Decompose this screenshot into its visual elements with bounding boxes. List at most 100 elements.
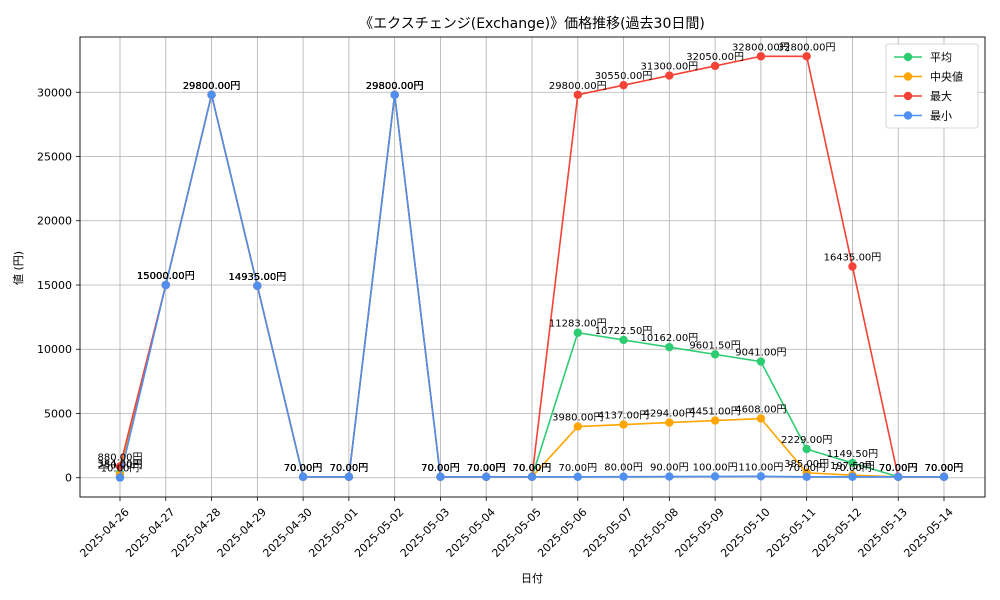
y-tick-label: 0 bbox=[65, 472, 72, 485]
y-tick-label: 15000 bbox=[37, 279, 72, 292]
data-point bbox=[619, 472, 628, 481]
data-label: 14935.00円 bbox=[228, 272, 286, 283]
data-point bbox=[802, 472, 811, 482]
data-label: 70.00円 bbox=[330, 463, 369, 474]
data-label: 384.00円 bbox=[98, 459, 143, 470]
data-label: 15000.00円 bbox=[137, 271, 195, 282]
data-label: 31300.00円 bbox=[640, 62, 698, 73]
data-label: 70.00円 bbox=[421, 463, 460, 474]
data-label: 15000.00円 bbox=[137, 271, 195, 282]
data-point bbox=[665, 71, 674, 80]
data-label: 110.00円 bbox=[738, 462, 783, 473]
data-label: 11283.00円 bbox=[549, 319, 607, 330]
data-point bbox=[573, 328, 582, 337]
data-point bbox=[756, 472, 766, 481]
data-point bbox=[298, 472, 308, 482]
legend-box bbox=[885, 43, 979, 129]
data-point bbox=[665, 472, 674, 481]
data-point bbox=[482, 472, 491, 482]
data-label: 32800.00円 bbox=[732, 42, 790, 53]
y-axis-label: 値 (円) bbox=[12, 251, 25, 285]
axes: 2025-04-262025-04-272025-04-282025-04-29… bbox=[37, 36, 986, 560]
data-label: 4608.00円 bbox=[735, 405, 786, 416]
data-label: 9041.00円 bbox=[735, 348, 786, 359]
data-point bbox=[573, 422, 582, 431]
data-label: 70.00円 bbox=[330, 463, 369, 474]
data-label: 80.00円 bbox=[604, 463, 643, 474]
data-point bbox=[848, 262, 857, 271]
data-label: 100.00円 bbox=[693, 462, 738, 473]
data-label: 70.00円 bbox=[467, 463, 506, 474]
y-tick-label: 20000 bbox=[37, 215, 72, 228]
x-axis-label: 日付 bbox=[521, 572, 543, 585]
data-label: 29800.00円 bbox=[549, 81, 607, 92]
y-tick-label: 5000 bbox=[44, 407, 72, 420]
data-point bbox=[344, 472, 354, 482]
data-label: 70.00円 bbox=[284, 463, 323, 474]
data-label: 4137.00円 bbox=[598, 411, 649, 422]
series bbox=[115, 52, 949, 482]
data-label: 14935.00円 bbox=[228, 272, 286, 283]
data-point bbox=[848, 458, 857, 468]
data-label: 10.00円 bbox=[101, 464, 140, 475]
data-label: 30550.00円 bbox=[595, 71, 653, 82]
data-labels: 384.00円 15000.00円 29800.00円 14935.00円 70.00円… bbox=[98, 42, 964, 474]
data-point bbox=[756, 52, 766, 61]
data-point bbox=[710, 61, 720, 71]
data-label: 70.00円 bbox=[513, 463, 552, 474]
data-point bbox=[619, 80, 628, 90]
data-label: 70.00円 bbox=[787, 463, 826, 474]
y-tick-label: 30000 bbox=[37, 86, 72, 99]
data-point bbox=[710, 350, 720, 359]
data-label: 70.00円 bbox=[467, 463, 506, 474]
data-label: 70.00円 bbox=[879, 463, 918, 474]
data-label: 16435.00円 bbox=[824, 253, 882, 264]
data-label: 15000.00円 bbox=[137, 271, 195, 282]
data-label: 10722.50円 bbox=[595, 326, 653, 337]
data-label: 70.00円 bbox=[879, 463, 918, 474]
data-point bbox=[756, 414, 766, 423]
legend-marker bbox=[903, 52, 913, 62]
data-label: 29800.00円 bbox=[366, 81, 424, 92]
data-point bbox=[115, 473, 125, 482]
data-point bbox=[390, 90, 399, 100]
data-label: 4451.00円 bbox=[689, 407, 740, 418]
data-label: 2229.00円 bbox=[781, 435, 832, 446]
data-label: 385.00円 bbox=[784, 459, 829, 470]
data-label: 70.00円 bbox=[513, 463, 552, 474]
data-label: 10162.00円 bbox=[640, 333, 698, 344]
data-point bbox=[939, 472, 949, 482]
data-label: 70.00円 bbox=[467, 463, 506, 474]
data-label: 70.00円 bbox=[421, 463, 460, 474]
x-tick-label: 2025-05-14 bbox=[901, 506, 955, 560]
data-label: 3980.00円 bbox=[552, 413, 603, 424]
data-label: 70.00円 bbox=[421, 463, 460, 474]
data-label: 15000.00円 bbox=[137, 271, 195, 282]
data-label: 29800.00円 bbox=[183, 81, 241, 92]
data-label: 70.00円 bbox=[421, 463, 460, 474]
data-point bbox=[527, 472, 537, 482]
data-label: 70.00円 bbox=[284, 463, 323, 474]
data-label: 29800.00円 bbox=[183, 81, 241, 92]
data-point bbox=[710, 416, 720, 425]
data-point bbox=[665, 342, 674, 352]
data-label: 70.00円 bbox=[925, 463, 964, 474]
data-label: 70.00円 bbox=[925, 463, 964, 474]
data-label: 197.50円 bbox=[830, 461, 875, 472]
data-label: 70.00円 bbox=[925, 463, 964, 474]
data-point bbox=[894, 472, 903, 482]
data-label: 70.00円 bbox=[925, 463, 964, 474]
data-label: 70.00円 bbox=[284, 463, 323, 474]
legend-marker bbox=[903, 91, 913, 101]
data-label: 70.00円 bbox=[833, 463, 872, 474]
data-label: 29800.00円 bbox=[366, 81, 424, 92]
legend-marker bbox=[903, 111, 913, 120]
legend-entry: 中央値 bbox=[930, 71, 963, 84]
data-label: 4294.00円 bbox=[644, 409, 695, 420]
data-label: 70.00円 bbox=[284, 463, 323, 474]
data-label: 70.00円 bbox=[879, 463, 918, 474]
data-point bbox=[253, 281, 262, 291]
data-point bbox=[665, 418, 674, 427]
